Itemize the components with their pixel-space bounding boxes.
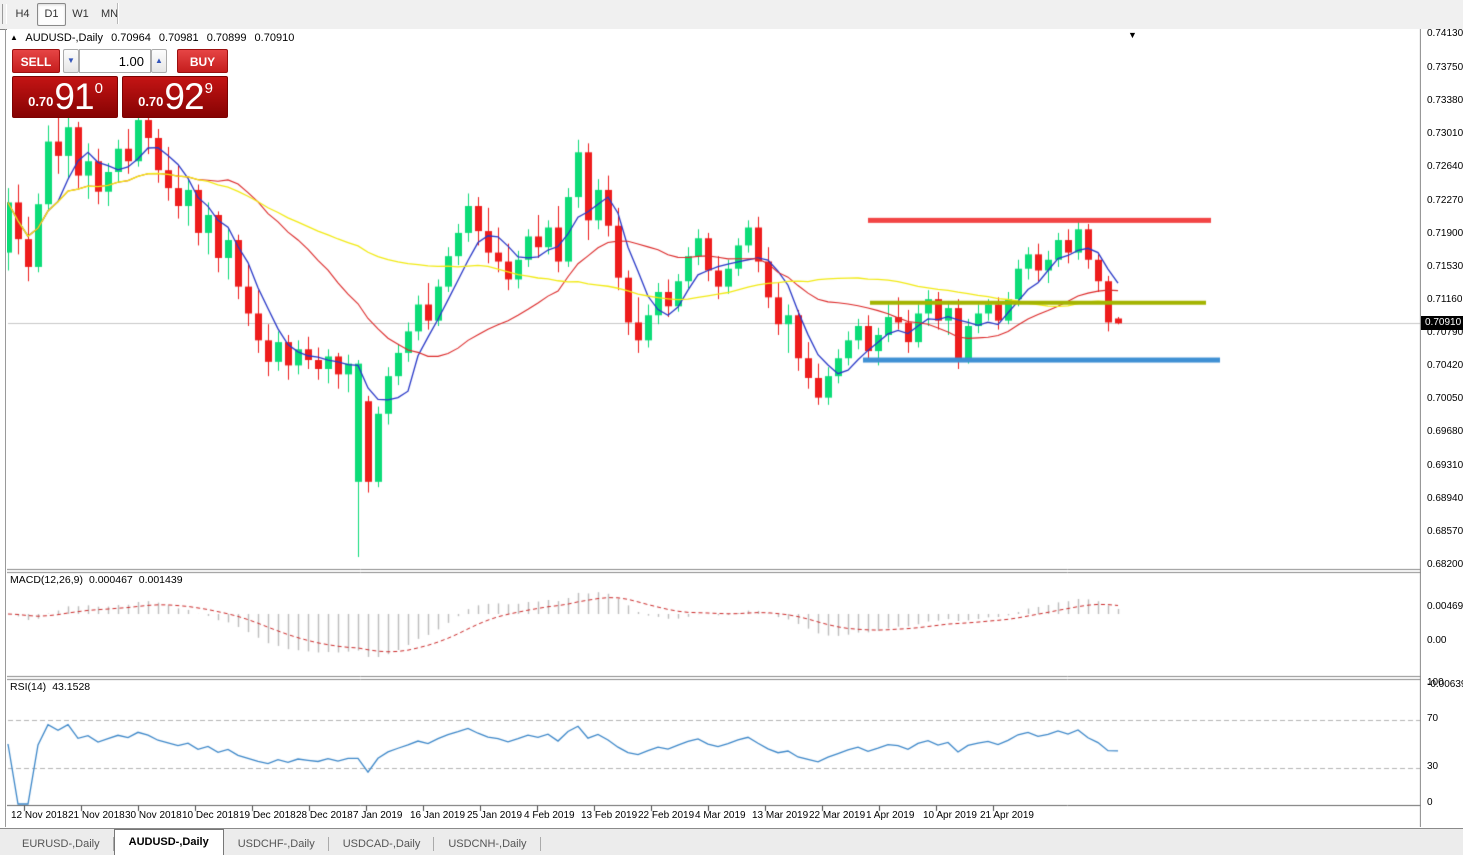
date-label: 13 Mar 2019 — [752, 810, 809, 821]
price-axis-label: 0.71530 — [1427, 260, 1463, 272]
date-label: 10 Apr 2019 — [923, 810, 977, 821]
macd-signal-value: 0.001439 — [138, 574, 183, 586]
price-axis-label: 0.68200 — [1427, 559, 1463, 570]
date-label: 16 Jan 2019 — [410, 810, 466, 821]
price-axis[interactable]: 0.70910 0.74130 0.73750 0.73380 0.73010 0.72… — [1421, 28, 1463, 827]
macd-name: MACD(12,26,9) — [10, 574, 83, 586]
price-axis-label: 0.69310 — [1427, 459, 1463, 471]
rsi-name: RSI(14) — [10, 681, 47, 693]
chart-shift-icon[interactable]: ▼ — [1128, 30, 1137, 40]
sell-price-big: 91 — [54, 76, 94, 117]
volume-down-button[interactable]: ▼ — [63, 49, 79, 73]
timeframe-button-w1[interactable]: W1 — [72, 8, 89, 20]
price-chart-canvas[interactable] — [7, 29, 1421, 827]
date-label: 28 Dec 2018 — [296, 810, 353, 821]
volume-input[interactable] — [79, 49, 151, 73]
date-label: 21 Nov 2018 — [68, 810, 125, 821]
macd-label: MACD(12,26,9) 0.000467 0.001439 — [10, 574, 189, 586]
toolbar-separator — [117, 3, 119, 24]
bar-open-value: 0.70964 — [111, 32, 151, 44]
symbol-tab-eurusd[interactable]: EURUSD-,Daily — [8, 833, 114, 855]
buy-price-prefix: 0.70 — [138, 93, 164, 109]
symbol-tab-audusd[interactable]: AUDUSD-,Daily — [113, 829, 224, 855]
buy-price-sup: 9 — [204, 79, 213, 97]
symbol-tab-usdcad[interactable]: USDCAD-,Daily — [329, 833, 435, 855]
bar-high-value: 0.70981 — [158, 32, 199, 44]
buy-button[interactable]: BUY — [177, 49, 228, 73]
date-label: 12 Nov 2018 — [11, 810, 68, 821]
price-axis-label: 0.73750 — [1427, 62, 1463, 74]
price-axis-label: 0.71900 — [1427, 227, 1463, 239]
chart-title: ▲ AUDUSD-,Daily 0.70964 0.70981 0.70899 … — [10, 32, 299, 46]
date-label: 4 Feb 2019 — [524, 810, 575, 821]
rsi-axis-label: 0 — [1427, 797, 1433, 808]
sell-price-prefix: 0.70 — [28, 93, 54, 109]
chart-tabs: EURUSD-,Daily AUDUSD-,Daily USDCHF-,Daily U… — [0, 828, 1463, 855]
price-axis-label: 0.74130 — [1427, 28, 1463, 39]
price-axis-label: 0.70420 — [1427, 360, 1463, 372]
sell-button[interactable]: SELL — [12, 49, 60, 73]
macd-axis-label: -0.00639 — [1427, 679, 1463, 690]
date-label: 19 Dec 2018 — [239, 810, 296, 821]
date-label: 10 Dec 2018 — [182, 810, 239, 821]
price-axis-label: 0.68570 — [1427, 525, 1463, 537]
price-axis-label: 0.70790 — [1427, 327, 1463, 339]
timeframe-button-mn[interactable]: MN — [100, 8, 119, 20]
buy-price-big: 92 — [164, 76, 204, 117]
rsi-axis-label: 70 — [1427, 713, 1439, 724]
price-axis-label: 0.71160 — [1427, 293, 1463, 305]
sell-price-sup: 0 — [94, 79, 103, 97]
chart-symbol-label: AUDUSD-,Daily — [25, 32, 103, 44]
date-label: 22 Feb 2019 — [638, 810, 695, 821]
rsi-axis-label: 100 — [1427, 677, 1444, 688]
timeframe-button-h4[interactable]: H4 — [15, 8, 30, 20]
price-axis-label: 0.72640 — [1427, 161, 1463, 173]
price-axis-label: 0.73380 — [1427, 95, 1463, 107]
window-border-left — [5, 29, 6, 827]
symbol-tab-usdchf[interactable]: USDCHF-,Daily — [224, 833, 329, 855]
rsi-label: RSI(14) 43.1528 — [10, 681, 96, 693]
volume-up-button[interactable]: ▲ — [151, 49, 167, 73]
date-label: 25 Jan 2019 — [467, 810, 523, 821]
date-label: 4 Mar 2019 — [695, 810, 746, 821]
date-label: 22 Mar 2019 — [809, 810, 866, 821]
date-label: 1 Apr 2019 — [866, 810, 915, 821]
current-price-badge: 0.70910 — [1421, 316, 1463, 331]
date-label: 21 Apr 2019 — [980, 810, 1034, 821]
timeframe-button-d1[interactable]: D1 — [37, 3, 66, 26]
macd-pane-resize-handle[interactable] — [7, 567, 1421, 573]
sell-price-tile[interactable]: 0.70 91 0 — [12, 76, 118, 118]
bar-close-value: 0.70910 — [254, 32, 295, 44]
macd-main-value: 0.000467 — [88, 574, 133, 586]
macd-axis-label: 0.00 — [1427, 635, 1447, 646]
rsi-pane-resize-handle[interactable] — [7, 674, 1421, 680]
price-axis-label: 0.69680 — [1427, 426, 1463, 438]
price-axis-label: 0.72270 — [1427, 194, 1463, 206]
toolbar-grip[interactable] — [2, 4, 7, 24]
bar-low-value: 0.70899 — [206, 32, 247, 44]
timeframe-toolbar: H4 D1 W1 MN — [0, 0, 1463, 30]
price-axis-label: 0.70050 — [1427, 393, 1463, 405]
buy-price-tile[interactable]: 0.70 92 9 — [122, 76, 228, 118]
symbol-tab-usdcnh[interactable]: USDCNH-,Daily — [434, 833, 541, 855]
date-label: 13 Feb 2019 — [581, 810, 638, 821]
macd-axis-label: 0.004694 — [1427, 601, 1463, 612]
time-axis[interactable]: 12 Nov 2018 21 Nov 2018 30 Nov 2018 10 Dec … — [7, 805, 1421, 827]
price-axis-label: 0.68940 — [1427, 492, 1463, 504]
price-axis-label: 0.73010 — [1427, 128, 1463, 140]
collapse-arrow-icon[interactable]: ▲ — [10, 33, 18, 42]
date-label: 7 Jan 2019 — [353, 810, 403, 821]
rsi-value: 43.1528 — [52, 681, 91, 693]
date-label: 30 Nov 2018 — [125, 810, 182, 821]
rsi-axis-label: 30 — [1427, 761, 1439, 772]
